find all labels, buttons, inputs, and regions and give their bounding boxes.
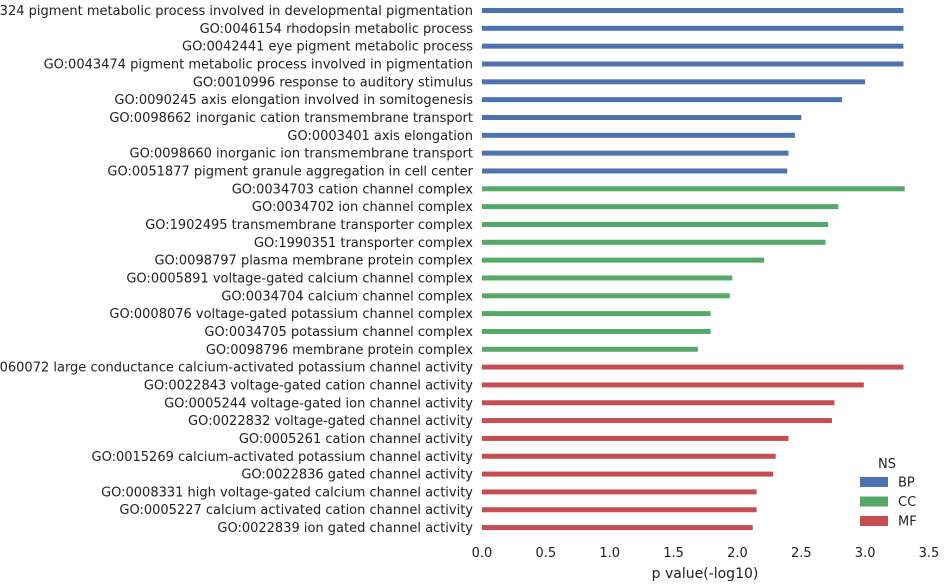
category-label: GO:0098796 membrane protein complex [206, 343, 473, 358]
bar-bp [482, 61, 904, 67]
category-label: GO:0003401 axis elongation [287, 129, 473, 144]
x-tick-label: 0.5 [536, 546, 557, 561]
bar-cc [482, 204, 839, 210]
x-tick-label: 0.0 [472, 546, 493, 561]
category-label: GO:0034705 potassium channel complex [204, 325, 473, 340]
bar-mf [482, 525, 753, 531]
bar-cc [482, 346, 698, 352]
category-label: GO:1902495 transmembrane transporter com… [145, 218, 473, 233]
bar-bp [482, 114, 802, 120]
category-label: GO:0015269 calcium-activated potassium c… [92, 450, 474, 465]
bar-bp [482, 150, 789, 156]
bar-bp [482, 8, 904, 13]
category-label: GO:0051877 pigment granule aggregation i… [107, 164, 473, 179]
x-tick-label: 2.0 [727, 546, 748, 561]
bars [482, 8, 905, 531]
category-label: GO:0060072 large conductance calcium-act… [0, 361, 473, 376]
category-label: GO:0034704 calcium channel complex [221, 289, 473, 304]
x-tick-label: 3.0 [855, 546, 876, 561]
bar-cc [482, 239, 826, 245]
x-tick-label: 1.5 [663, 546, 684, 561]
category-label: GO:0022843 voltage-gated cation channel … [144, 378, 473, 393]
category-label: GO:0098660 inorganic ion transmembrane t… [130, 147, 473, 162]
bar-bp [482, 97, 843, 103]
legend-title: NS [878, 457, 896, 472]
category-label: GO:0010996 response to auditory stimulus [193, 75, 473, 90]
x-axis-title: p value(-log10) [652, 566, 759, 582]
category-label: GO:1990351 transporter complex [254, 236, 473, 251]
bar-cc [482, 257, 765, 263]
legend-swatch-bp [860, 477, 888, 487]
bar-bp [482, 132, 795, 138]
bar-mf [482, 507, 757, 513]
category-label: GO:0034702 ion channel complex [252, 200, 473, 215]
category-label: GO:0042441 eye pigment metabolic process [182, 40, 473, 55]
bar-cc [482, 275, 733, 281]
legend-label-bp: BP [898, 476, 915, 491]
bar-cc [482, 221, 829, 227]
legend-label-mf: MF [898, 515, 917, 530]
bar-mf [482, 435, 789, 441]
category-label: GO:0005227 calcium activated cation chan… [119, 503, 473, 518]
category-label: GO:0005891 voltage-gated calcium channel… [126, 271, 473, 286]
bar-bp [482, 79, 866, 85]
category-label: GO:0034703 cation channel complex [232, 182, 474, 197]
bar-bp [482, 25, 904, 31]
category-label: GO:0005261 cation channel activity [239, 432, 473, 447]
category-label: GO:0005244 voltage-gated ion channel act… [164, 396, 473, 411]
category-labels: GO:0043324 pigment metabolic process inv… [0, 4, 474, 536]
bar-cc [482, 311, 711, 317]
bar-bp [482, 168, 788, 174]
category-label: GO:0022836 gated channel activity [241, 468, 473, 483]
category-label: GO:0022839 ion gated channel activity [217, 521, 473, 536]
bar-mf [482, 364, 904, 370]
category-label: GO:0098797 plasma membrane protein compl… [154, 254, 473, 269]
category-label: GO:0090245 axis elongation involved in s… [114, 93, 473, 108]
bar-mf [482, 418, 832, 424]
bar-bp [482, 43, 904, 49]
x-tick-label: 3.5 [919, 546, 940, 561]
legend-label-cc: CC [898, 495, 916, 510]
category-label: GO:0008076 voltage-gated potassium chann… [109, 307, 473, 322]
category-label: GO:0008331 high voltage-gated calcium ch… [101, 485, 473, 500]
x-tick-label: 1.0 [599, 546, 620, 561]
bar-mf [482, 489, 757, 495]
bar-cc [482, 328, 711, 334]
category-label: GO:0043324 pigment metabolic process inv… [0, 4, 473, 19]
bar-mf [482, 453, 776, 459]
x-tick-label: 2.5 [791, 546, 812, 561]
bar-cc [482, 186, 905, 192]
category-label: GO:0046154 rhodopsin metabolic process [200, 22, 474, 37]
bar-mf [482, 471, 774, 477]
legend-swatch-mf [860, 516, 888, 526]
category-label: GO:0098662 inorganic cation transmembran… [109, 111, 473, 126]
category-label: GO:0043474 pigment metabolic process inv… [44, 57, 473, 72]
x-axis-ticks: 0.0 0.5 1.0 1.5 2.0 2.5 3.0 3.5 [472, 546, 940, 561]
legend-swatch-cc [860, 496, 888, 507]
bar-cc [482, 293, 730, 299]
category-label: GO:0022832 voltage-gated channel activit… [188, 414, 473, 429]
bar-mf [482, 382, 864, 388]
bar-mf [482, 400, 835, 406]
